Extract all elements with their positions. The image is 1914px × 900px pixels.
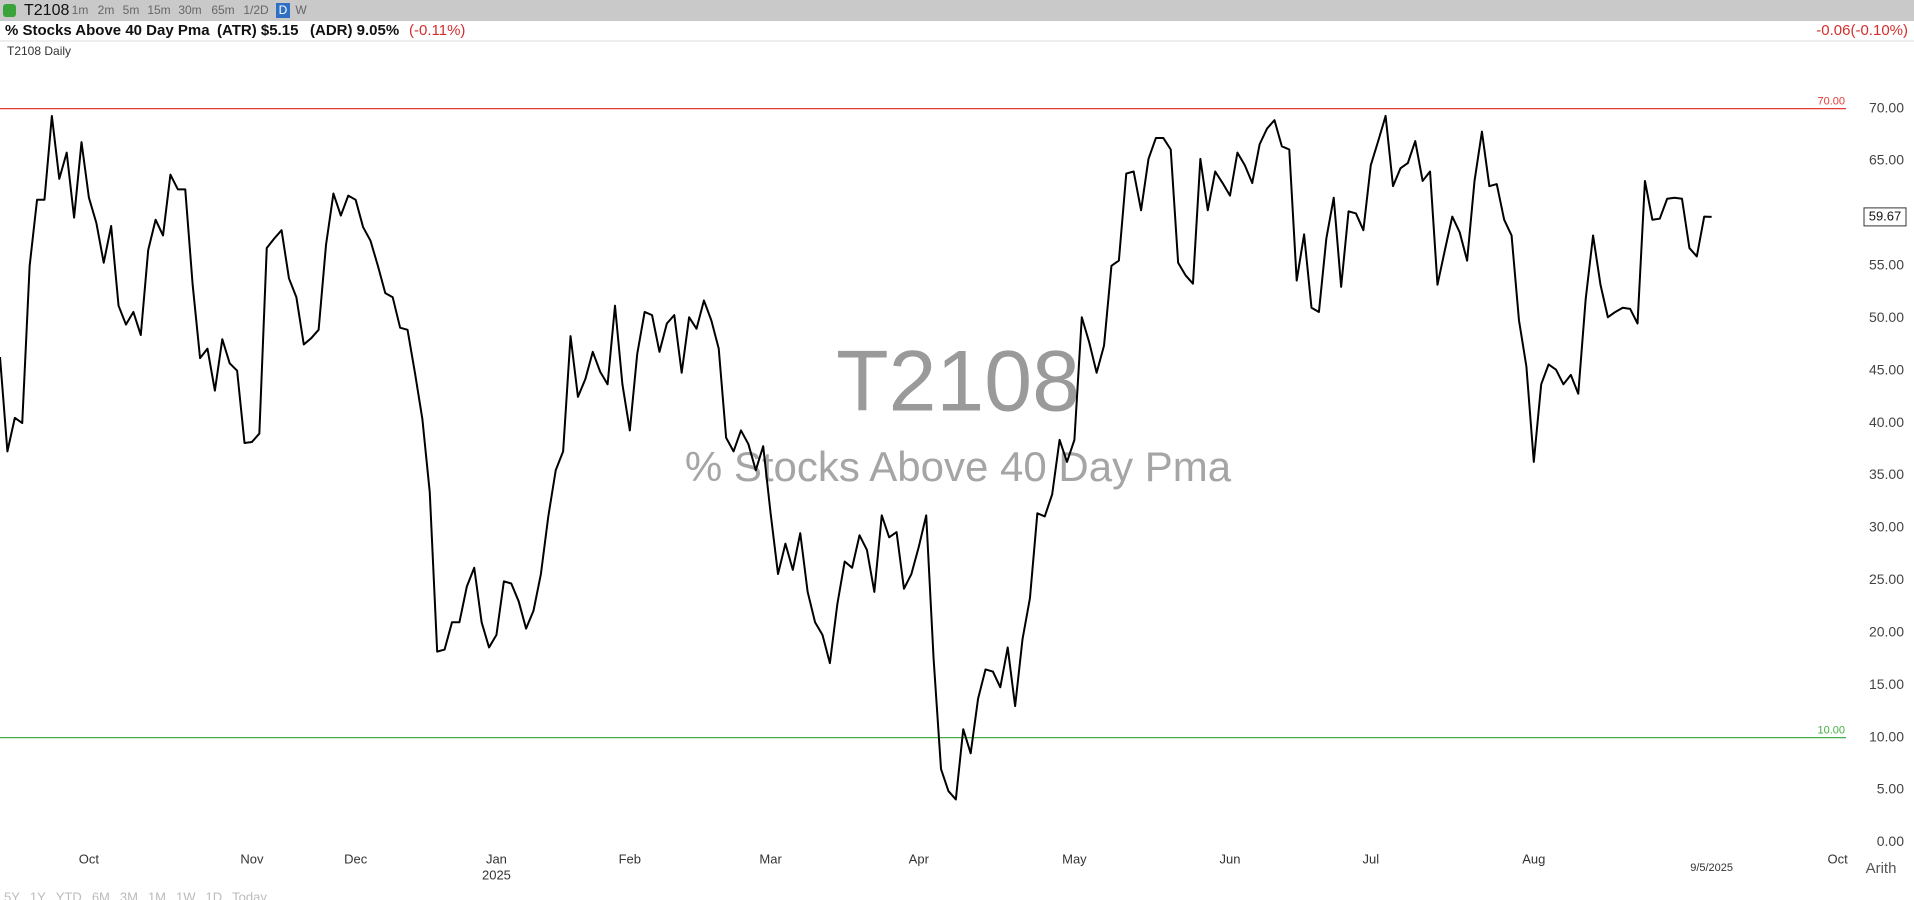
watermark-symbol: T2108 xyxy=(836,334,1080,430)
y-tick-label: 30.00 xyxy=(1869,519,1904,535)
add-icon[interactable] xyxy=(3,4,16,17)
interval-button[interactable]: D xyxy=(279,3,288,17)
panel-label[interactable]: T2108 Daily xyxy=(7,44,71,58)
range-button[interactable]: YTD xyxy=(56,889,82,900)
range-button[interactable]: 1D xyxy=(206,889,223,900)
x-tick-label: Dec xyxy=(344,851,368,866)
interval-button[interactable]: 5m xyxy=(123,3,140,17)
x-tick-label: Aug xyxy=(1522,851,1545,866)
header-adr: (ADR) 9.05% xyxy=(310,22,399,39)
date-label: 9/5/2025 xyxy=(1690,862,1733,874)
x-tick-label: Mar xyxy=(759,851,782,866)
y-tick-label: 5.00 xyxy=(1877,781,1904,797)
y-tick-label: 55.00 xyxy=(1869,257,1904,273)
interval-button[interactable]: 30m xyxy=(178,3,201,17)
last-value-box xyxy=(1863,207,1907,227)
x-tick-label: Jun xyxy=(1220,851,1241,866)
y-tick-label: 45.00 xyxy=(1869,361,1904,377)
range-button[interactable]: 1W xyxy=(176,889,196,900)
y-tick-label: 70.00 xyxy=(1869,99,1904,115)
y-tick-label: 65.00 xyxy=(1869,152,1904,168)
range-button[interactable]: 1Y xyxy=(30,889,46,900)
interval-button[interactable]: W xyxy=(295,3,307,17)
header-name: % Stocks Above 40 Day Pma xyxy=(5,22,210,39)
x-tick-label: Feb xyxy=(619,851,641,866)
watermark-name: % Stocks Above 40 Day Pma xyxy=(685,443,1232,490)
header-right-change: -0.06(-0.10%) xyxy=(1816,22,1908,39)
range-button[interactable]: 1M xyxy=(148,889,166,900)
last-value-label: 59.67 xyxy=(1869,208,1902,223)
y-tick-label: 10.00 xyxy=(1869,728,1904,744)
reference-label: 10.00 xyxy=(1817,724,1845,736)
interval-active xyxy=(276,3,290,18)
x-tick-label: Nov xyxy=(240,851,264,866)
x-tick-label: Jul xyxy=(1362,851,1379,866)
y-tick-label: 25.00 xyxy=(1869,571,1904,587)
y-tick-label: 0.00 xyxy=(1877,833,1904,849)
y-tick-label: 15.00 xyxy=(1869,676,1904,692)
year-label: 2025 xyxy=(482,867,511,882)
interval-button[interactable]: 1/2D xyxy=(243,3,269,17)
y-tick-label: 35.00 xyxy=(1869,466,1904,482)
x-tick-label: Oct xyxy=(79,851,100,866)
range-button[interactable]: 3M xyxy=(120,889,138,900)
x-tick-label: Oct xyxy=(1827,851,1848,866)
scale-mode[interactable]: Arith xyxy=(1866,860,1897,877)
toolbar xyxy=(0,0,1914,21)
header-atr: (ATR) $5.15 xyxy=(217,22,298,39)
header-change: (-0.11%) xyxy=(409,22,465,39)
range-button[interactable]: 6M xyxy=(92,889,110,900)
price-line xyxy=(0,114,1712,801)
y-tick-label: 50.00 xyxy=(1869,309,1904,325)
interval-button[interactable]: 15m xyxy=(147,3,170,17)
x-tick-label: May xyxy=(1062,851,1087,866)
x-tick-label: Apr xyxy=(909,851,930,866)
range-button[interactable]: 5Y xyxy=(4,889,20,900)
interval-button[interactable]: 65m xyxy=(211,3,234,17)
range-button[interactable]: Today xyxy=(232,889,267,900)
symbol[interactable]: T2108 xyxy=(24,2,69,19)
y-tick-label: 40.00 xyxy=(1869,414,1904,430)
interval-button[interactable]: 2m xyxy=(98,3,115,17)
interval-button[interactable]: 1m xyxy=(72,3,89,17)
reference-label: 70.00 xyxy=(1817,96,1845,108)
x-tick-label: Jan xyxy=(486,851,507,866)
y-tick-label: 20.00 xyxy=(1869,623,1904,639)
